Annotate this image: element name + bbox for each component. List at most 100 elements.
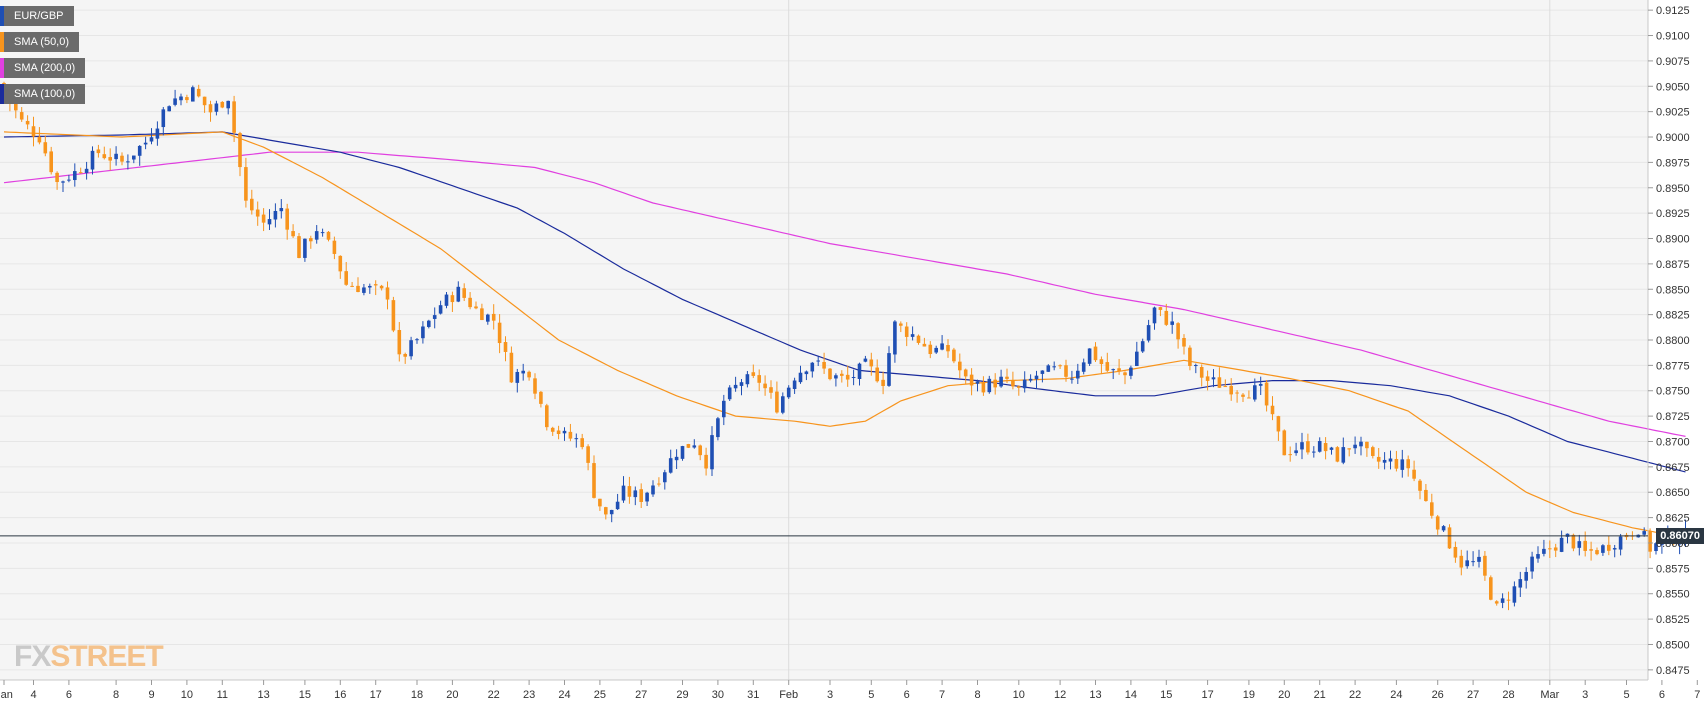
y-tick-label: 0.8550	[1656, 589, 1690, 601]
candle-body	[1058, 365, 1062, 367]
candle-body	[1595, 550, 1599, 555]
candle-body	[1607, 544, 1611, 551]
candle-body	[1601, 545, 1605, 553]
candle-body	[952, 349, 956, 362]
candle-body	[928, 344, 933, 355]
candle-body	[403, 353, 407, 357]
x-tick-label: Feb	[779, 689, 798, 701]
candle-body	[468, 297, 472, 308]
x-tick-label: 8	[113, 689, 119, 701]
candle-body	[285, 208, 289, 230]
y-axis: 0.9125 0.9100 0.9075 0.9050 0.9025 0.9000 0.89…	[1647, 0, 1690, 680]
candle-body	[1500, 598, 1505, 603]
candle-body	[521, 370, 525, 374]
candle-body	[202, 96, 207, 106]
candle-body	[338, 255, 343, 272]
candle-body	[668, 458, 673, 473]
candle-body	[350, 285, 354, 287]
candle-body	[108, 157, 112, 161]
x-tick-label: 14	[1125, 689, 1137, 701]
candle-body	[31, 126, 36, 137]
candle-body	[397, 330, 402, 355]
candle-body	[716, 418, 720, 438]
x-tick-label: 18	[411, 689, 423, 701]
legend-eur-gbp[interactable]: EUR/GBP	[0, 6, 74, 26]
candle-body	[598, 498, 602, 507]
candle-body	[798, 372, 803, 383]
candle-body	[120, 155, 124, 162]
candle-body	[1140, 341, 1145, 352]
candle-body	[1394, 458, 1399, 469]
candle-body	[1022, 379, 1027, 389]
legend-swatch	[0, 58, 4, 78]
x-tick-label: 16	[334, 689, 346, 701]
candle-body	[1489, 577, 1493, 600]
candle-body	[615, 501, 620, 510]
candle-body	[975, 381, 980, 384]
candle-body	[273, 210, 278, 220]
y-tick-label: 0.8500	[1656, 639, 1690, 651]
candle-body	[509, 352, 514, 383]
candle-body	[314, 231, 319, 240]
candle-body	[1123, 372, 1127, 376]
candle-body	[1081, 362, 1086, 372]
candle-body	[727, 387, 732, 400]
candle-body	[1654, 543, 1658, 552]
legend-swatch	[0, 32, 4, 52]
candle-body	[545, 405, 549, 428]
candle-body	[37, 136, 42, 143]
candle-body	[232, 101, 236, 133]
candle-body	[1424, 489, 1428, 502]
legend-sma-50[interactable]: SMA (50,0)	[0, 32, 80, 52]
candle-body	[722, 400, 726, 418]
x-tick-label: 25	[594, 689, 606, 701]
candle-body	[851, 376, 856, 379]
candle-body	[49, 151, 53, 173]
candle-body	[1223, 386, 1228, 388]
legend-sma-200[interactable]: SMA (200,0)	[0, 58, 86, 78]
y-tick-label: 0.9000	[1656, 132, 1690, 144]
x-tick-label: 7	[939, 689, 945, 701]
candle-body	[1270, 405, 1275, 415]
candle-body	[486, 314, 490, 322]
x-tick-label: 22	[488, 689, 500, 701]
candle-body	[1258, 383, 1263, 386]
candle-body	[1070, 378, 1074, 380]
candle-body	[1347, 448, 1351, 450]
candle-body	[627, 486, 632, 497]
candle-body	[704, 454, 708, 469]
x-tick-label: 27	[1467, 689, 1479, 701]
candle-body	[539, 391, 543, 404]
candle-body	[1430, 502, 1434, 516]
candle-body	[385, 287, 390, 300]
legend-sma-100[interactable]: SMA (100,0)	[0, 84, 86, 104]
candle-body	[1365, 441, 1369, 449]
candle-body	[61, 181, 65, 183]
candle-body	[102, 154, 107, 159]
x-tick-label: 19	[1243, 689, 1255, 701]
candle-body	[1453, 546, 1458, 558]
x-tick-label: 7	[1694, 689, 1700, 701]
candle-body	[344, 271, 348, 285]
candle-body	[1548, 548, 1552, 550]
candle-body	[1194, 365, 1198, 367]
candle-body	[1435, 516, 1440, 530]
y-tick-label: 0.8875	[1656, 259, 1690, 271]
candle-body	[1282, 430, 1287, 456]
candle-body	[1076, 370, 1080, 379]
candle-body	[25, 120, 30, 125]
candle-body	[480, 308, 484, 321]
candle-body	[1524, 571, 1528, 581]
candle-body	[916, 335, 921, 343]
candle-body	[438, 305, 443, 314]
y-tick-label: 0.9075	[1656, 56, 1690, 68]
x-tick-label: 13	[1089, 689, 1101, 701]
candle-body	[1329, 447, 1334, 450]
candle-body	[515, 371, 520, 383]
x-tick-label: 6	[66, 689, 72, 701]
candle-body	[1577, 541, 1582, 548]
candle-body	[1158, 307, 1163, 310]
y-tick-label: 0.8850	[1656, 284, 1690, 296]
candle-body	[474, 306, 478, 309]
